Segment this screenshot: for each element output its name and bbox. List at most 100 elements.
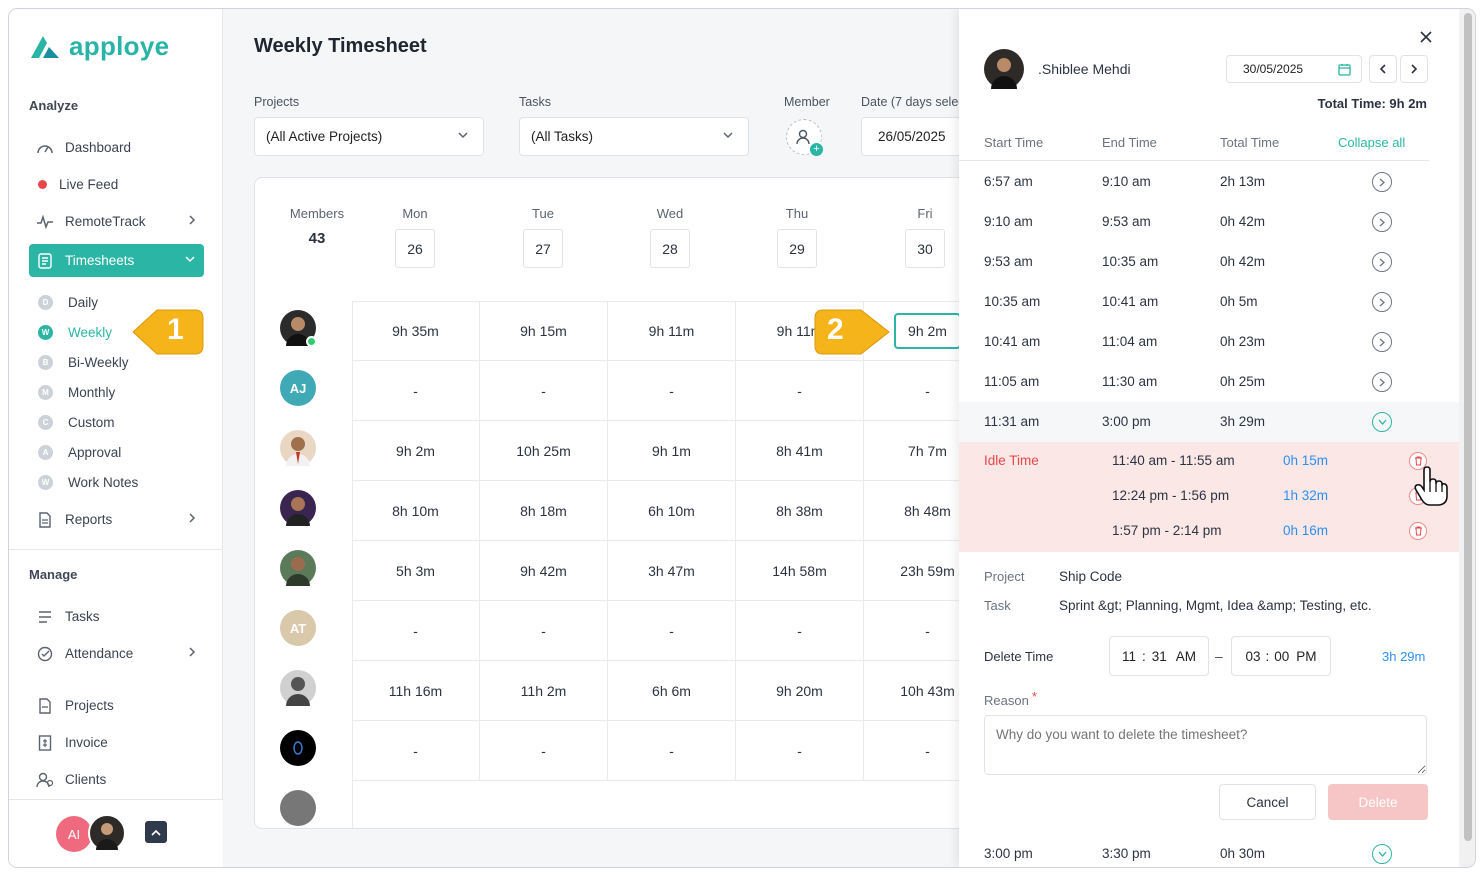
time-entry-row[interactable]: 3:00 pm 3:30 pm 0h 30m <box>959 834 1459 867</box>
close-icon[interactable] <box>1420 31 1432 43</box>
time-cell[interactable]: 9h 11m <box>608 301 736 361</box>
tasks-select[interactable]: (All Tasks) <box>519 117 749 156</box>
cancel-button[interactable]: Cancel <box>1219 784 1316 820</box>
sidebar-sub-daily[interactable]: D Daily <box>38 289 98 315</box>
time-entry-row[interactable]: 11:05 am 11:30 am 0h 25m <box>959 362 1459 402</box>
sidebar-item-tasks[interactable]: Tasks <box>29 600 204 633</box>
sidebar-sub-custom[interactable]: C Custom <box>38 409 115 435</box>
time-cell[interactable]: 9h 15m <box>480 301 608 361</box>
sidebar-sub-monthly[interactable]: M Monthly <box>38 379 115 405</box>
projects-select[interactable]: (All Active Projects) <box>254 117 484 156</box>
time-cell[interactable]: 6h 10m <box>608 481 736 541</box>
time-entry-row[interactable]: 9:10 am 9:53 am 0h 42m <box>959 202 1459 242</box>
time-cell[interactable]: 5h 3m <box>352 541 480 601</box>
expand-entry-button[interactable] <box>1372 212 1392 232</box>
collapse-entry-button[interactable] <box>1372 412 1392 432</box>
member-avatar[interactable]: AT <box>280 610 316 646</box>
member-avatar[interactable] <box>280 490 316 526</box>
time-entry-row[interactable]: 9:53 am 10:35 am 0h 42m <box>959 242 1459 282</box>
sidebar-sub-weekly[interactable]: W Weekly <box>38 319 112 345</box>
member-avatar[interactable] <box>280 790 316 826</box>
user-avatar[interactable] <box>88 814 126 852</box>
time-cell[interactable]: - <box>736 361 864 421</box>
collapse-all-link[interactable]: Collapse all <box>1338 135 1406 150</box>
expand-entry-button[interactable] <box>1372 252 1392 272</box>
sidebar-item-invoice[interactable]: Invoice <box>29 726 204 759</box>
expand-entry-button[interactable] <box>1372 292 1392 312</box>
sidebar-item-clients[interactable]: Clients <box>29 763 204 796</box>
time-cell[interactable]: 9h 35m <box>352 301 480 361</box>
delete-idle-button[interactable] <box>1409 522 1427 540</box>
time-cell[interactable]: 23h 59m <box>864 541 973 601</box>
sidebar-item-dashboard[interactable]: Dashboard <box>29 131 204 164</box>
time-cell[interactable]: 8h 48m <box>864 481 973 541</box>
next-date-button[interactable] <box>1400 55 1428 83</box>
time-entry-row[interactable]: 10:35 am 10:41 am 0h 5m <box>959 282 1459 322</box>
sidebar-item-remotetrack[interactable]: RemoteTrack <box>29 205 204 238</box>
member-avatar[interactable] <box>280 550 316 586</box>
time-cell[interactable]: - <box>352 361 480 421</box>
date-picker[interactable]: 30/05/2025 <box>1226 55 1362 83</box>
member-avatar[interactable] <box>280 670 316 706</box>
time-cell[interactable]: 11h 16m <box>352 661 480 721</box>
time-cell[interactable]: 10h 25m <box>480 421 608 481</box>
sidebar-sub-bi-weekly[interactable]: B Bi-Weekly <box>38 349 129 375</box>
time-cell[interactable]: 11h 2m <box>480 661 608 721</box>
sidebar-item-reports[interactable]: Reports <box>29 503 204 536</box>
expand-entry-button[interactable] <box>1372 172 1392 192</box>
time-entry-row-expanded[interactable]: 11:31 am 3:00 pm 3h 29m <box>959 402 1459 442</box>
time-entry-row[interactable]: 10:41 am 11:04 am 0h 23m <box>959 322 1459 362</box>
time-cell[interactable]: 14h 58m <box>736 541 864 601</box>
time-cell[interactable]: - <box>736 601 864 661</box>
time-cell[interactable]: - <box>608 361 736 421</box>
time-cell[interactable]: - <box>864 361 973 421</box>
expand-entry-button[interactable] <box>1372 332 1392 352</box>
time-cell[interactable]: - <box>480 721 608 781</box>
time-cell[interactable]: 8h 41m <box>736 421 864 481</box>
time-cell[interactable]: - <box>480 361 608 421</box>
collapse-up-button[interactable] <box>145 821 167 843</box>
sidebar-item-timesheets[interactable]: Timesheets <box>29 244 204 277</box>
expand-entry-button[interactable] <box>1372 372 1392 392</box>
time-cell[interactable]: - <box>864 721 973 781</box>
time-cell[interactable]: - <box>864 601 973 661</box>
time-cell[interactable]: 8h 38m <box>736 481 864 541</box>
scrollbar-thumb[interactable] <box>1464 13 1472 841</box>
collapse-entry-button[interactable] <box>1372 844 1392 864</box>
reason-textarea[interactable] <box>984 715 1427 775</box>
time-cell[interactable]: 3h 47m <box>608 541 736 601</box>
time-cell[interactable]: 9h 2m <box>352 421 480 481</box>
sidebar-item-projects[interactable]: Projects <box>29 689 204 722</box>
time-cell[interactable]: 9h 1m <box>608 421 736 481</box>
member-avatar[interactable] <box>280 730 316 766</box>
prev-date-button[interactable] <box>1369 55 1397 83</box>
time-cell[interactable]: - <box>608 721 736 781</box>
time-cell[interactable]: 7h 7m <box>864 421 973 481</box>
time-entry-row[interactable]: 6:57 am 9:10 am 2h 13m <box>959 162 1459 202</box>
member-avatar[interactable] <box>280 310 317 347</box>
time-cell[interactable]: 8h 10m <box>352 481 480 541</box>
panel-scrollbar[interactable] <box>1461 9 1475 867</box>
time-cell-selected[interactable]: 9h 2m <box>864 301 973 361</box>
delete-idle-button[interactable] <box>1409 452 1427 470</box>
org-avatar[interactable]: AI <box>56 816 92 852</box>
sidebar-sub-approval[interactable]: A Approval <box>38 439 121 465</box>
delete-from-time-input[interactable]: 11:31 AM <box>1109 636 1209 676</box>
member-avatar[interactable] <box>280 430 316 466</box>
sidebar-sub-work-notes[interactable]: W Work Notes <box>38 469 138 495</box>
sidebar-item-attendance[interactable]: Attendance <box>29 637 204 670</box>
time-cell[interactable]: - <box>608 601 736 661</box>
delete-to-time-input[interactable]: 03:00 PM <box>1231 636 1331 676</box>
brand-logo[interactable]: apploye <box>29 31 169 62</box>
time-cell[interactable]: 9h 42m <box>480 541 608 601</box>
time-cell[interactable]: 6h 6m <box>608 661 736 721</box>
time-cell[interactable]: - <box>480 601 608 661</box>
time-cell[interactable]: - <box>352 721 480 781</box>
delete-button[interactable]: Delete <box>1328 784 1428 820</box>
time-cell[interactable]: - <box>736 721 864 781</box>
time-cell[interactable]: 10h 43m <box>864 661 973 721</box>
sidebar-item-live-feed[interactable]: Live Feed <box>29 168 204 201</box>
time-cell[interactable]: - <box>352 601 480 661</box>
add-member-button[interactable]: + <box>786 119 823 156</box>
time-cell[interactable]: 8h 18m <box>480 481 608 541</box>
